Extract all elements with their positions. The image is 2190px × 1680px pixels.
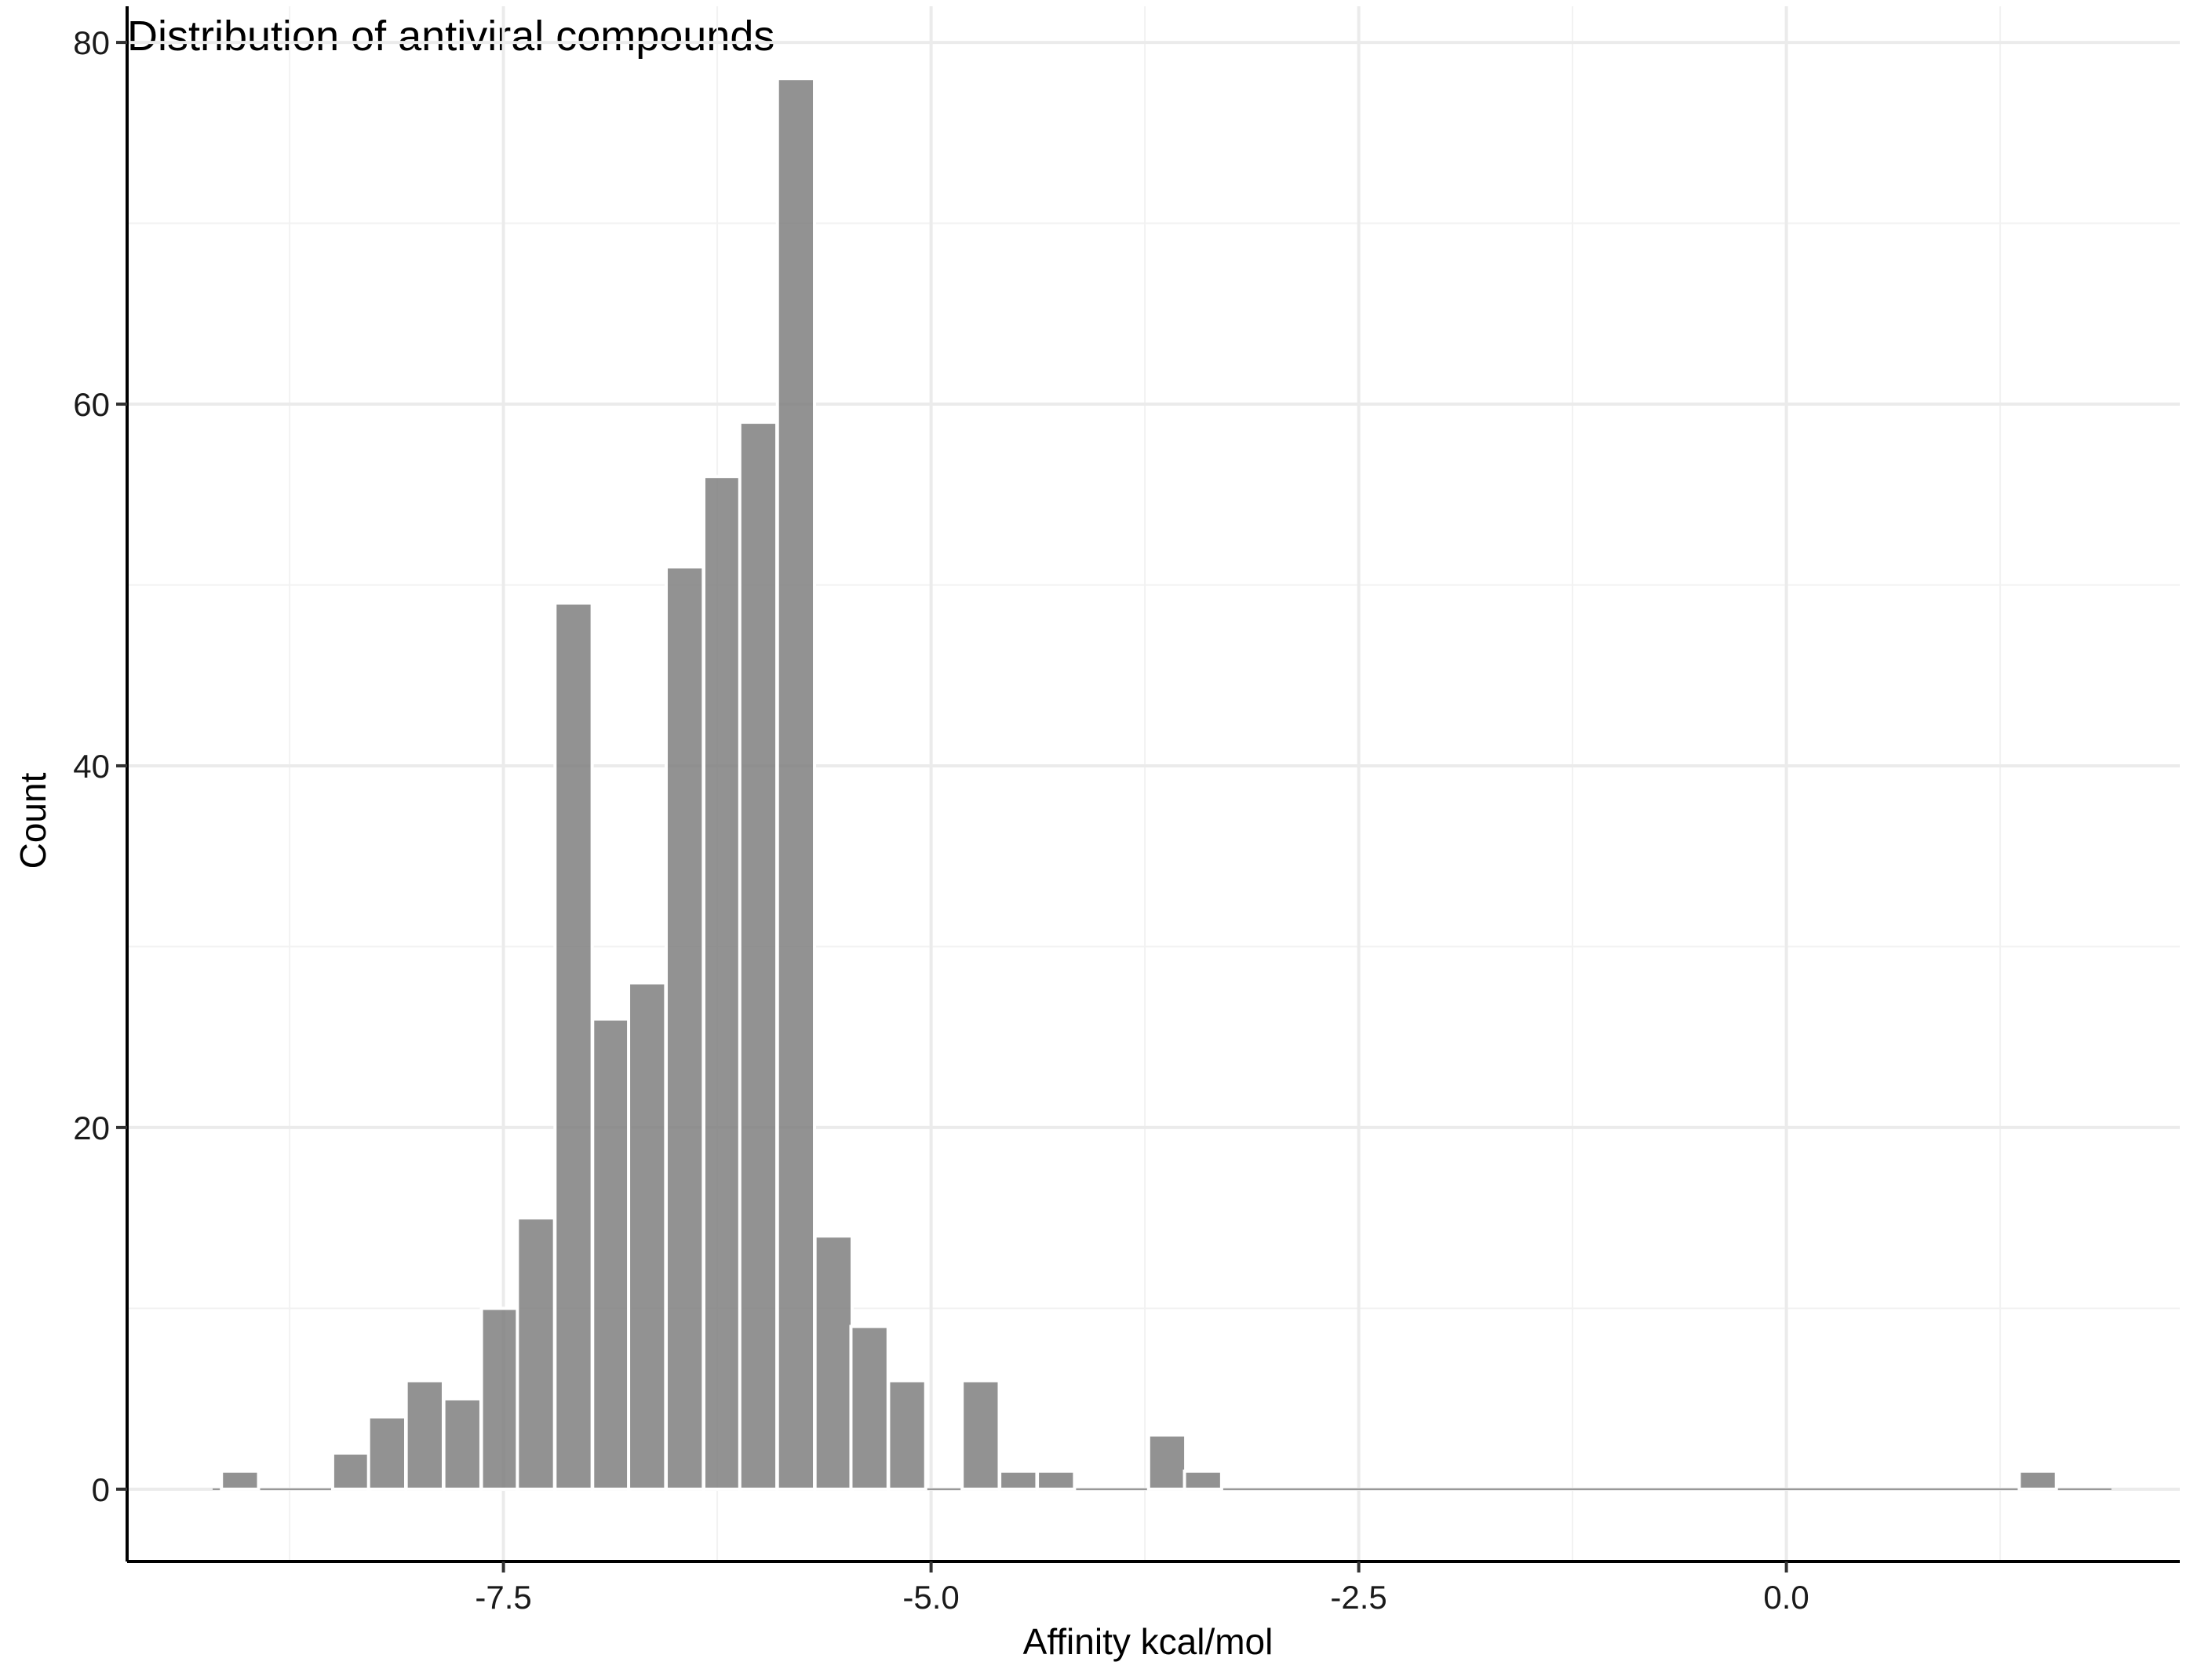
histogram-bar bbox=[665, 565, 705, 1491]
histogram-bar bbox=[960, 1379, 1001, 1491]
histogram-bar bbox=[775, 77, 817, 1491]
histogram-bar bbox=[516, 1216, 556, 1491]
y-tick-label: 0 bbox=[92, 1471, 110, 1508]
y-axis-ticks: 0 20 40 60 80 bbox=[73, 24, 127, 1508]
histogram-bar bbox=[2017, 1469, 2058, 1491]
histogram-bar bbox=[887, 1379, 927, 1491]
histogram-bar bbox=[627, 981, 668, 1491]
histogram-bars bbox=[213, 77, 2112, 1491]
y-tick-label: 20 bbox=[73, 1110, 110, 1146]
y-tick-label: 60 bbox=[73, 386, 110, 423]
histogram-bar bbox=[330, 1451, 372, 1491]
chart-title: Distribution of antiviral compounds bbox=[127, 13, 774, 60]
histogram-bar bbox=[998, 1469, 1039, 1491]
histogram-bar bbox=[1036, 1469, 1077, 1491]
grid-lines bbox=[127, 6, 2180, 1562]
y-tick-label: 40 bbox=[73, 748, 110, 785]
histogram-bar bbox=[591, 1017, 632, 1491]
x-tick-label: 0.0 bbox=[1763, 1579, 1809, 1616]
histogram-bar bbox=[479, 1306, 520, 1491]
histogram-bar bbox=[738, 421, 779, 1491]
x-axis-label: Affinity kcal/mol bbox=[1023, 1621, 1274, 1662]
x-tick-label: -2.5 bbox=[1330, 1579, 1387, 1616]
histogram-bar bbox=[1146, 1433, 1188, 1491]
histogram-bar bbox=[553, 601, 594, 1491]
y-tick-label: 80 bbox=[73, 24, 110, 61]
y-axis-label: Count bbox=[13, 772, 53, 869]
histogram-bar bbox=[849, 1325, 890, 1491]
histogram-bar bbox=[220, 1469, 261, 1491]
x-axis-ticks: -7.5 -5.0 -2.5 0.0 bbox=[475, 1562, 1809, 1616]
histogram-bar bbox=[366, 1415, 408, 1491]
x-tick-label: -5.0 bbox=[902, 1579, 959, 1616]
histogram-bar bbox=[1182, 1469, 1223, 1491]
histogram-bar bbox=[701, 475, 743, 1491]
histogram-bar bbox=[442, 1397, 483, 1491]
x-tick-label: -7.5 bbox=[475, 1579, 531, 1616]
axes bbox=[126, 6, 2180, 1563]
histogram-bar bbox=[813, 1234, 854, 1491]
histogram-bar bbox=[404, 1379, 445, 1491]
